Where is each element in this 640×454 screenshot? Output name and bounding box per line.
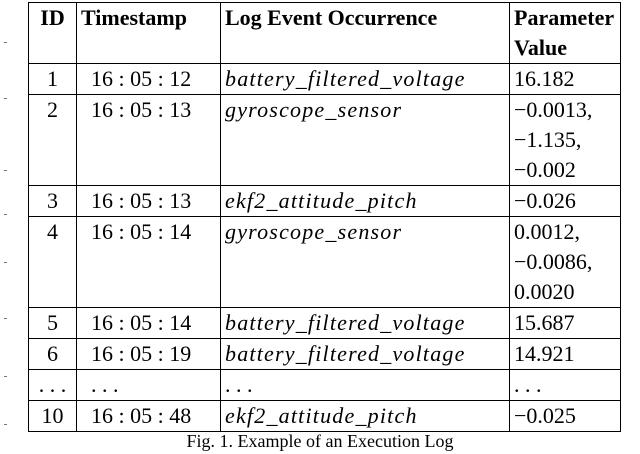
cell-event: ekf2_attitude_pitch [220, 185, 510, 217]
value-line: −0.0086, [514, 249, 593, 274]
value-line: 15.687 [514, 310, 575, 335]
cell-event: . . . [220, 369, 510, 401]
table-row: 3 16 : 05 : 13 ekf2_attitude_pitch −0.026 [28, 185, 621, 217]
value-line: 16.182 [514, 66, 575, 91]
cell-id: 4 [28, 216, 77, 308]
cell-id: 1 [28, 63, 77, 95]
cell-value: 0.0012, −0.0086, 0.0020 [509, 216, 621, 308]
cell-event: battery_filtered_voltage [220, 63, 510, 95]
cell-timestamp: 16 : 05 : 12 [76, 63, 221, 95]
header-event: Log Event Occurrence [220, 2, 510, 64]
table-row: 4 16 : 05 : 14 gyroscope_sensor 0.0012, −0.0… [28, 216, 621, 308]
cell-id: 6 [28, 338, 77, 370]
cell-event: battery_filtered_voltage [220, 307, 510, 339]
value-line: 0.0020 [514, 279, 575, 304]
table-row: 6 16 : 05 : 19 battery_filtered_voltage 14.… [28, 338, 621, 370]
cell-timestamp: 16 : 05 : 19 [76, 338, 221, 370]
cell-timestamp: . . . [76, 369, 221, 401]
cell-value: . . . [509, 369, 621, 401]
cell-timestamp: 16 : 05 : 14 [76, 216, 221, 308]
value-line: 14.921 [514, 341, 575, 366]
value-line: −0.002 [514, 157, 576, 182]
figure-caption: Fig. 1. Example of an Execution Log [186, 431, 454, 451]
value-line: 0.0012, [514, 219, 580, 244]
value-line: −1.135, [514, 127, 582, 152]
table-header-row: ID Timestamp Log Event Occurrence Parame… [28, 2, 621, 64]
table-row: 5 16 : 05 : 14 battery_filtered_voltage 15.… [28, 307, 621, 339]
cell-value: −0.0013, −1.135, −0.002 [509, 94, 621, 186]
table-body: 1 16 : 05 : 12 battery_filtered_voltage 16.… [28, 63, 621, 432]
cell-value: 16.182 [509, 63, 621, 95]
cell-timestamp: 16 : 05 : 14 [76, 307, 221, 339]
value-line: −0.025 [514, 403, 576, 428]
execution-log-table: ID Timestamp Log Event Occurrence Parame… [28, 2, 621, 432]
cell-id: 3 [28, 185, 77, 217]
cell-event: battery_filtered_voltage [220, 338, 510, 370]
cell-event: gyroscope_sensor [220, 94, 510, 186]
cell-value: −0.026 [509, 185, 621, 217]
value-line: −0.026 [514, 188, 576, 213]
table-row: 2 16 : 05 : 13 gyroscope_sensor −0.0013, −1.… [28, 94, 621, 186]
cell-value: 15.687 [509, 307, 621, 339]
cell-timestamp: 16 : 05 : 48 [76, 400, 221, 432]
cell-value: 14.921 [509, 338, 621, 370]
cell-timestamp: 16 : 05 : 13 [76, 94, 221, 186]
table-row: . . .. . .. . .. . . [28, 369, 621, 401]
cell-event: gyroscope_sensor [220, 216, 510, 308]
header-id: ID [28, 2, 77, 64]
cell-id: 10 [28, 400, 77, 432]
table-row: 10 16 : 05 : 48 ekf2_attitude_pitch −0.025 [28, 400, 621, 432]
value-line: −0.0013, [514, 97, 593, 122]
cell-id: . . . [28, 369, 77, 401]
table-row: 1 16 : 05 : 12 battery_filtered_voltage 16.… [28, 63, 621, 95]
cell-id: 5 [28, 307, 77, 339]
header-value-line1: Parameter [514, 5, 615, 30]
cell-value: −0.025 [509, 400, 621, 432]
value-line: . . . [514, 372, 542, 397]
header-value-line2: Value [514, 35, 567, 60]
header-parameter-value: Parameter Value [509, 2, 621, 64]
header-timestamp: Timestamp [76, 2, 221, 64]
cell-event: ekf2_attitude_pitch [220, 400, 510, 432]
cell-timestamp: 16 : 05 : 13 [76, 185, 221, 217]
margin-tick-marks [4, 0, 8, 454]
cell-id: 2 [28, 94, 77, 186]
